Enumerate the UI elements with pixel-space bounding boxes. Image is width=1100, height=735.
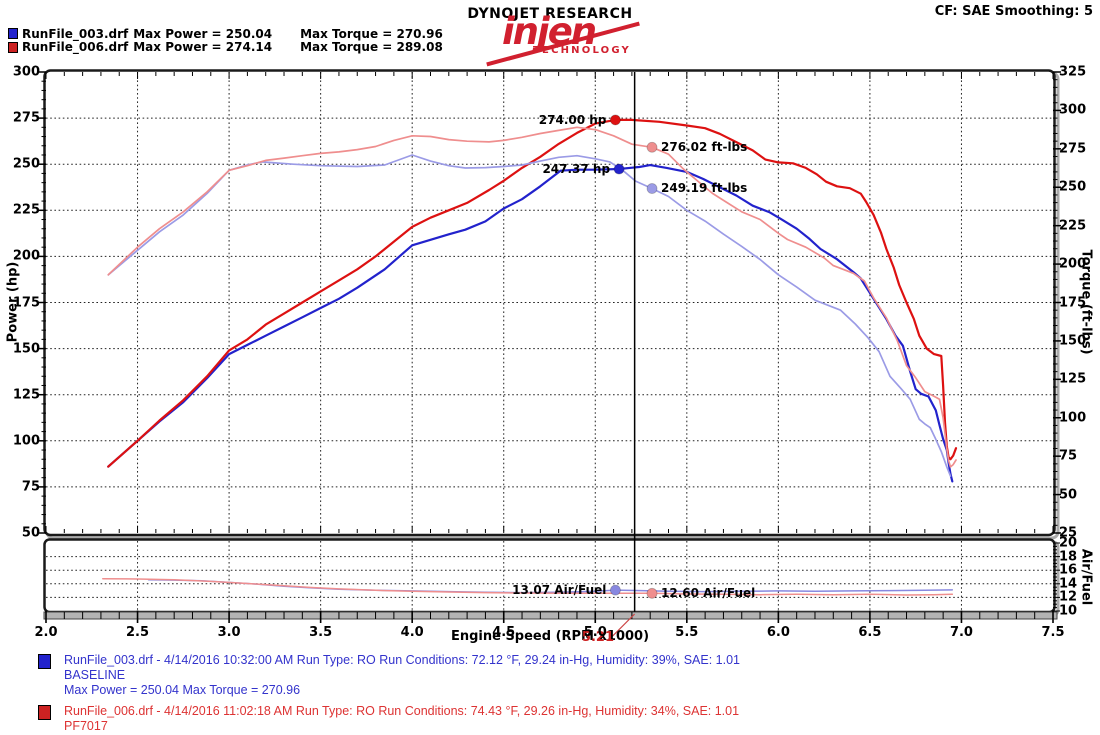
torque-tick-label: 225 bbox=[1059, 218, 1087, 234]
run-info-line: RunFile_006.drf - 4/14/2016 11:02:18 AM … bbox=[64, 704, 740, 718]
power-tick-label: 250 bbox=[12, 156, 40, 172]
rpm-tick-label: 4.0 bbox=[400, 625, 424, 640]
run-max-line: Max Power = 250.04 Max Torque = 270.96 bbox=[64, 683, 301, 697]
rpm-tick-label: 3.5 bbox=[309, 625, 333, 640]
torque-tick-label: 100 bbox=[1059, 410, 1087, 426]
torque-tick-label: 300 bbox=[1059, 102, 1087, 118]
rpm-tick-label: 6.5 bbox=[858, 625, 882, 640]
af-tick-label: 10 bbox=[1059, 603, 1078, 619]
run-details-text: RunFile_006.drf - 4/14/2016 11:02:18 AM … bbox=[64, 704, 739, 735]
annotation-label: 274.00 hp bbox=[538, 112, 607, 127]
cursor-pointer-line bbox=[611, 613, 636, 638]
run-file-name: RunFile_003.drf bbox=[22, 26, 129, 41]
af-tick-label: 18 bbox=[1059, 549, 1078, 565]
torque-tick-label: 25 bbox=[1059, 525, 1078, 541]
torque-tick-label: 250 bbox=[1059, 179, 1087, 195]
af-tick-label: 16 bbox=[1059, 562, 1078, 578]
power-tick-label: 50 bbox=[21, 525, 40, 541]
run-summary-row-baseline: RunFile_003.drf Max Power = 250.04 Max T… bbox=[8, 27, 443, 41]
run-summary-legend: RunFile_003.drf Max Power = 250.04 Max T… bbox=[8, 27, 443, 54]
torque-tick-label: 150 bbox=[1059, 333, 1087, 349]
power-tick-label: 100 bbox=[12, 433, 40, 449]
x-axis-bar bbox=[43, 611, 1058, 620]
run-swatch-blue-icon bbox=[8, 28, 18, 40]
annotation-label: 247.37 hp bbox=[542, 162, 611, 177]
curve-pf7017_af bbox=[102, 577, 954, 596]
rpm-tick-label: 5.5 bbox=[675, 625, 699, 640]
airfuel-axis-title: Air/Fuel bbox=[1078, 548, 1094, 606]
torque-tick-label: 75 bbox=[1059, 448, 1078, 464]
af-tick-label: 12 bbox=[1059, 589, 1078, 605]
run-name-line: BASELINE bbox=[64, 668, 126, 682]
run-max-power: Max Power = 250.04 bbox=[133, 26, 273, 41]
rpm-tick-label: 7.5 bbox=[1041, 625, 1065, 640]
run-name-line: PF7017 bbox=[64, 719, 108, 733]
power-tick-label: 125 bbox=[12, 387, 40, 403]
run-details-pf7017: RunFile_006.drf - 4/14/2016 11:02:18 AM … bbox=[38, 704, 740, 735]
injen-logo-subtext: TECHNOLOGY bbox=[533, 45, 631, 56]
run-details-legend: RunFile_003.drf - 4/14/2016 10:32:00 AM … bbox=[38, 653, 740, 735]
power-tick-label: 75 bbox=[21, 479, 40, 495]
torque-tick-label: 50 bbox=[1059, 487, 1078, 503]
rpm-tick-label: 7.0 bbox=[949, 625, 973, 640]
annotation-dot bbox=[610, 114, 621, 126]
run-swatch-blue-icon bbox=[38, 654, 51, 669]
power-tick-label: 300 bbox=[12, 64, 40, 80]
rpm-tick-label: 2.0 bbox=[34, 625, 58, 640]
power-tick-label: 200 bbox=[12, 248, 40, 264]
run-details-text: RunFile_003.drf - 4/14/2016 10:32:00 AM … bbox=[64, 653, 740, 698]
torque-tick-label: 325 bbox=[1059, 64, 1087, 80]
power-tick-label: 225 bbox=[12, 202, 40, 218]
af-tick-label: 14 bbox=[1059, 576, 1078, 592]
rpm-tick-label: 4.5 bbox=[492, 625, 516, 640]
curve-baseline_power bbox=[107, 164, 954, 483]
injen-logo: injen TECHNOLOGY bbox=[486, 10, 640, 66]
run-max-power: Max Power = 274.14 bbox=[133, 40, 273, 55]
run-file-name: RunFile_006.drf bbox=[22, 40, 129, 55]
annotation-label: 276.02 ft-lbs bbox=[661, 140, 748, 155]
power-tick-label: 275 bbox=[12, 110, 40, 126]
run-swatch-red-icon bbox=[38, 705, 51, 720]
torque-tick-label: 125 bbox=[1059, 371, 1087, 387]
torque-tick-label: 175 bbox=[1059, 295, 1087, 310]
cursor-rpm-readout: 5.21 bbox=[581, 630, 614, 645]
annotation-dot bbox=[646, 183, 658, 194]
annotation-dot bbox=[646, 141, 658, 153]
curve-baseline_torque bbox=[107, 154, 952, 477]
annotation-label: 12.60 Air/Fuel bbox=[661, 586, 756, 601]
annotation-dot bbox=[613, 163, 625, 175]
run-details-baseline: RunFile_003.drf - 4/14/2016 10:32:00 AM … bbox=[38, 653, 740, 698]
annotation-dot bbox=[610, 584, 621, 596]
injen-logo-text: injen bbox=[502, 10, 597, 53]
run-info-line: RunFile_003.drf - 4/14/2016 10:32:00 AM … bbox=[64, 653, 740, 667]
annotation-dot bbox=[646, 587, 658, 599]
rpm-axis-title: Engine Speed (RPM x1000) bbox=[450, 629, 650, 644]
af-plot-frame bbox=[43, 538, 1056, 614]
torque-tick-label: 275 bbox=[1059, 141, 1087, 157]
run-swatch-red-icon bbox=[8, 41, 18, 53]
rpm-tick-label: 3.0 bbox=[217, 625, 241, 640]
power-tick-label: 175 bbox=[12, 295, 40, 310]
run-max-torque: Max Torque = 270.96 bbox=[300, 26, 443, 41]
af-tick-label: 20 bbox=[1059, 535, 1078, 551]
rpm-tick-label: 2.5 bbox=[126, 625, 150, 640]
dynojet-research-title: DYNOJET RESEARCH bbox=[467, 6, 633, 22]
curve-pf7017_power bbox=[107, 118, 958, 468]
run-summary-row-pf7017: RunFile_006.drf Max Power = 274.14 Max T… bbox=[8, 40, 443, 55]
rpm-tick-label: 5.0 bbox=[583, 625, 607, 640]
torque-tick-label: 200 bbox=[1059, 256, 1087, 272]
correction-smoothing-label: CF: SAE Smoothing: 5 bbox=[934, 4, 1093, 19]
run-max-torque: Max Torque = 289.08 bbox=[300, 40, 443, 55]
power-tick-label: 150 bbox=[12, 341, 40, 357]
rpm-tick-label: 6.0 bbox=[766, 625, 790, 640]
annotation-label: 249.19 ft-lbs bbox=[661, 181, 748, 196]
annotation-label: 13.07 Air/Fuel bbox=[512, 583, 607, 598]
